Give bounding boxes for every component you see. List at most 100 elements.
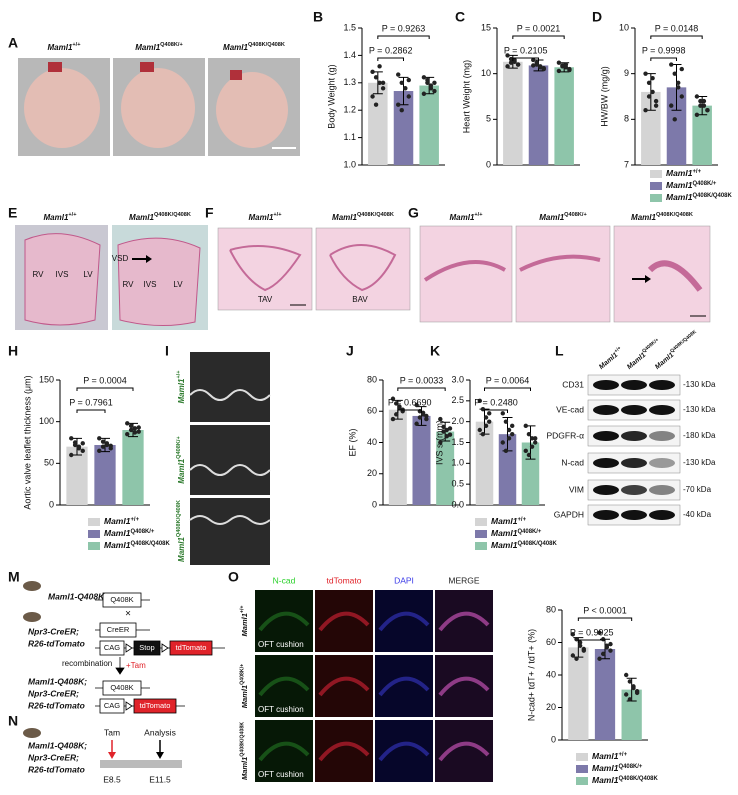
data-point: [397, 404, 402, 409]
size-label: -70 kDa: [683, 485, 712, 494]
y-tick-label: 0.0: [451, 499, 464, 509]
data-point: [424, 416, 429, 422]
p-value: P = 0.0033: [400, 375, 444, 385]
gene: Maml1: [666, 192, 693, 202]
data-point: [399, 80, 404, 86]
annotation: RV: [123, 280, 135, 289]
label: Maml1-Q408K;: [28, 676, 87, 686]
annotation: TAV: [258, 295, 273, 304]
legend-label: Maml1+/+: [491, 516, 527, 526]
p-bracket: [577, 639, 606, 643]
gene: Maml1: [249, 213, 274, 222]
data-point: [477, 427, 482, 433]
panel-letter: M: [8, 569, 20, 585]
allele: +/+: [130, 517, 139, 523]
legend-label: Maml1+/+: [592, 751, 628, 761]
label: Q408K: [110, 595, 133, 604]
data-point: [480, 431, 486, 437]
data-point: [414, 421, 419, 426]
p-bracket: [484, 409, 508, 413]
allele: Q408K/Q408K: [240, 722, 246, 757]
gene: Maml1: [666, 180, 693, 190]
band: [649, 431, 675, 441]
data-point: [627, 697, 633, 702]
panel-letter: H: [8, 343, 18, 359]
label: CreER: [107, 625, 130, 634]
protein-label: N-cad: [561, 457, 584, 467]
data-point: [529, 444, 535, 449]
y-tick-label: 80: [546, 604, 556, 614]
legend-label: Maml1Q408K/Q408K: [104, 540, 170, 550]
genotype-label: Maml1Q408K/Q408K: [240, 722, 249, 780]
data-point: [560, 64, 565, 69]
bar: [66, 446, 88, 505]
gene: Maml1: [666, 168, 693, 178]
p-bracket: [650, 57, 677, 61]
gene: Maml1: [48, 43, 73, 52]
y-tick-label: 9: [624, 68, 629, 78]
panel-e-images: [15, 225, 208, 330]
data-point: [399, 108, 404, 113]
data-point: [396, 72, 401, 77]
data-point: [370, 69, 375, 75]
p-bracket: [76, 387, 134, 391]
bar: [368, 82, 388, 165]
allele: Q408K/Q408K: [656, 213, 693, 219]
band: [621, 405, 647, 415]
data-point: [421, 91, 427, 96]
p-value: P < 0.0001: [583, 605, 627, 615]
gene: Maml1: [135, 43, 160, 52]
data-point: [604, 645, 610, 650]
panel-letter: F: [205, 205, 214, 221]
y-tick-label: 0: [372, 499, 377, 509]
allele: Q408K/Q408K: [517, 541, 557, 547]
data-point: [128, 427, 134, 433]
allele: Q408K/+: [160, 43, 183, 49]
data-point: [80, 448, 85, 454]
y-tick-label: 1.4: [343, 50, 356, 60]
gene: Maml1: [104, 528, 131, 538]
allele: Q408K/+: [517, 529, 541, 535]
channel-label: tdTomato: [327, 575, 362, 585]
data-point: [132, 430, 138, 435]
data-point: [420, 410, 426, 416]
data-point: [538, 65, 543, 70]
data-point: [503, 448, 509, 454]
data-point: [394, 401, 399, 406]
bar: [528, 65, 549, 165]
data-point: [421, 75, 427, 80]
band: [649, 380, 675, 390]
micrograph-structure: [438, 741, 490, 762]
data-point: [646, 94, 652, 99]
gene: Maml1: [491, 528, 518, 538]
data-point: [631, 685, 636, 691]
legend-swatch: [475, 518, 487, 526]
data-point: [76, 446, 82, 451]
y-tick-label: 2.5: [451, 395, 464, 405]
panel-l-blot: [587, 374, 681, 526]
data-point: [444, 434, 449, 439]
allele: Q408K/+: [130, 529, 154, 535]
label: Npr3-CreER;: [28, 688, 79, 698]
legend-label: Maml1Q408K/+: [104, 528, 155, 538]
data-point: [373, 75, 379, 80]
p-value: P = 0.9925: [570, 627, 614, 637]
gene: Maml1: [44, 213, 69, 222]
data-point: [438, 440, 443, 445]
y-axis-label: Heart Weight (mg): [461, 60, 471, 133]
data-point: [69, 436, 74, 441]
p-bracket: [76, 409, 106, 413]
data-point: [108, 443, 113, 449]
band: [649, 458, 675, 468]
data-point: [676, 80, 681, 86]
micrograph-structure: [378, 741, 430, 762]
size-label: -180 kDa: [683, 431, 716, 440]
label: R26-tdTomato: [28, 700, 85, 710]
y-tick-label: 20: [546, 702, 556, 712]
protein-label: VE-cad: [556, 404, 584, 414]
micrograph-structure: [258, 611, 310, 632]
legend-swatch: [650, 170, 662, 178]
data-point: [534, 62, 539, 67]
band: [593, 458, 619, 468]
y-tick-label: 15: [481, 22, 491, 32]
